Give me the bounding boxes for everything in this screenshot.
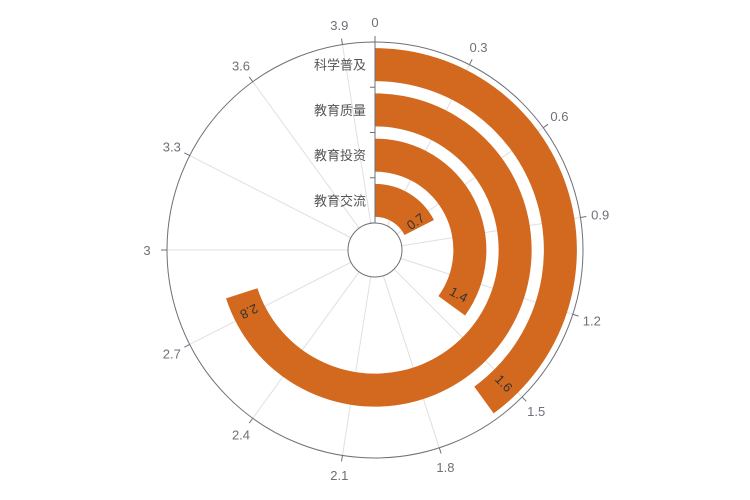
bar-value-label: 1.4	[447, 284, 470, 306]
angle-tick-label: 0	[371, 15, 378, 30]
angle-tick-label: 1.2	[583, 313, 601, 328]
axes: 0 0.3 0.6 0.9 1.2 1.5 1.8 2.1 2.4 2.7 3 3.3 3.6 3.9 教育…	[143, 15, 609, 483]
angle-tick-label: 2.1	[330, 468, 348, 483]
angle-tick-label: 0.6	[550, 109, 568, 124]
angle-tick	[341, 38, 343, 45]
angle-tick-label: 0.9	[591, 207, 609, 222]
grid-line	[252, 271, 360, 419]
category-label: 科学普及	[314, 58, 366, 73]
bar	[375, 138, 487, 316]
inner-axis-circle	[347, 222, 403, 278]
angle-tick-label: 2.7	[163, 347, 181, 362]
angle-tick-label: 3.9	[330, 18, 348, 33]
grid-line	[341, 44, 372, 224]
bar	[375, 183, 434, 235]
angle-tick-label: 3	[143, 243, 150, 258]
angle-tick	[468, 59, 473, 65]
angle-tick	[248, 417, 254, 424]
angle-tick-label: 0.3	[469, 40, 487, 55]
angle-tick-label: 1.8	[436, 460, 454, 475]
angle-tick	[521, 396, 527, 402]
angle-tick-label: 2.4	[232, 427, 250, 442]
angle-tick	[542, 123, 549, 129]
angle-tick	[438, 447, 442, 454]
angle-tick	[580, 216, 587, 218]
category-label: 教育质量	[314, 103, 366, 118]
bar-value-label: 2.8	[238, 301, 261, 322]
bar	[375, 48, 577, 414]
grid-line	[252, 81, 360, 229]
angle-tick	[341, 455, 343, 462]
grid-line	[189, 155, 352, 239]
grid-line	[189, 261, 352, 345]
angle-tick	[184, 152, 190, 157]
grid-line	[341, 276, 372, 456]
angle-tick	[184, 343, 190, 348]
angle-tick-label: 1.5	[527, 404, 545, 419]
angle-grid-lines	[167, 42, 581, 456]
angle-tick-label: 3.6	[232, 59, 250, 74]
angle-tick	[572, 313, 579, 317]
angle-tick	[248, 76, 254, 83]
angle-tick-label: 3.3	[163, 139, 181, 154]
grid-line	[382, 275, 440, 448]
category-label: 教育投资	[314, 148, 366, 163]
bars	[226, 48, 577, 414]
category-label: 教育交流	[314, 193, 366, 208]
